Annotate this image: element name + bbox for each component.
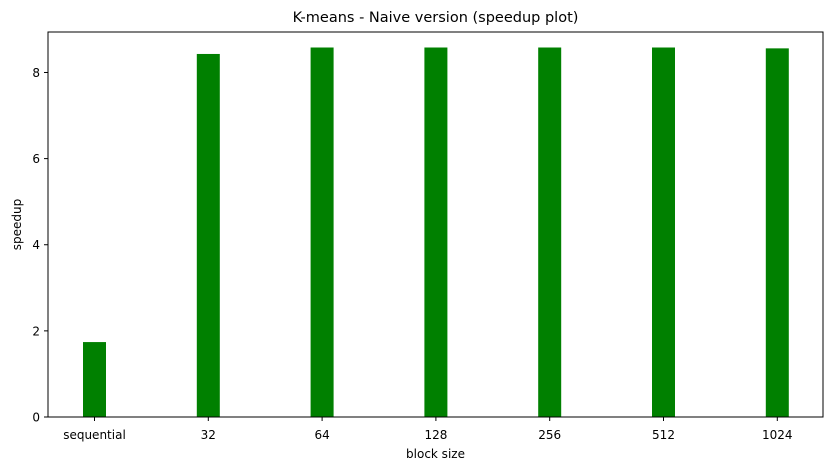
x-tick-label: 1024 [762,428,793,442]
bar-sequential [83,342,106,417]
chart-title: K-means - Naive version (speedup plot) [293,10,579,26]
x-tick-label: 128 [424,428,447,442]
plot-frame [47,31,824,418]
x-axis-label: block size [406,447,465,461]
bar-32 [196,53,220,418]
x-tick-label: 64 [314,428,329,442]
x-tick-label: 256 [538,428,561,442]
x-axis-ticks: sequential 32 64 128 256 512 1024 [63,417,793,442]
bar-512 [652,47,675,417]
x-tick-label: sequential [63,428,126,442]
y-tick-label: 6 [32,152,40,166]
y-tick-label: 8 [32,66,40,80]
y-tick-label: 2 [32,324,40,338]
x-tick-label: 32 [201,428,216,442]
y-tick-label: 0 [32,411,40,425]
bar-256 [538,47,562,417]
bar-64 [310,47,334,417]
y-axis-label: speedup [10,199,24,250]
y-tick-label: 4 [32,238,40,252]
bar-1024 [765,48,789,418]
bars-layer [83,47,789,418]
bar-128 [424,47,448,417]
y-axis-ticks: 0 2 4 6 8 [32,66,48,425]
x-tick-label: 512 [652,428,675,442]
